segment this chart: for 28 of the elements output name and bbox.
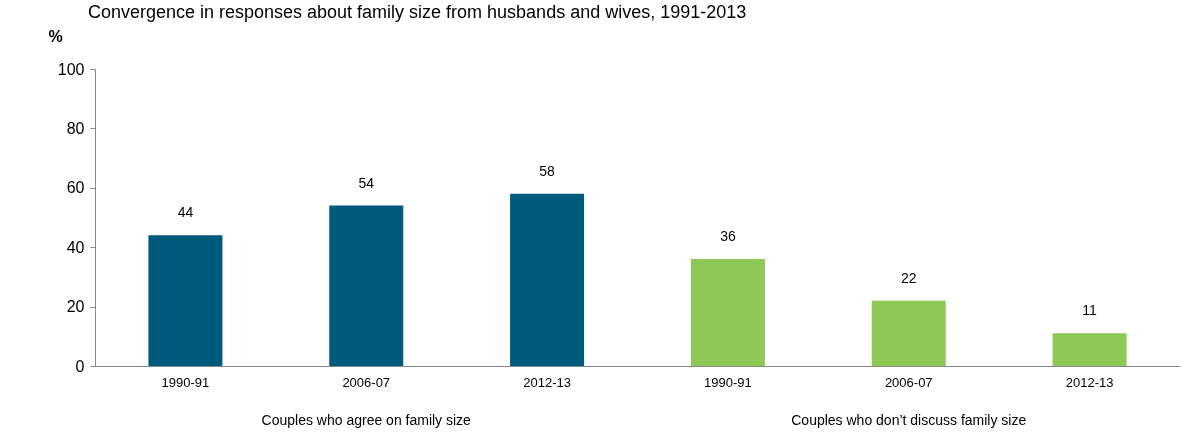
data-label: 11: [1082, 302, 1098, 319]
y-tick-label: 40: [66, 238, 85, 256]
y-tick-label: 80: [66, 119, 85, 137]
x-tick-label: 2006-07: [342, 374, 391, 390]
data-label: 36: [720, 228, 736, 245]
y-tick-label: 100: [57, 60, 85, 78]
bar: [871, 300, 946, 366]
x-tick-label: 2012-13: [1065, 374, 1114, 390]
bar: [329, 205, 404, 366]
x-tick-label: 2006-07: [884, 374, 933, 390]
data-label: 54: [358, 174, 375, 191]
x-tick-label: 1990-91: [704, 374, 752, 390]
bar: [1052, 333, 1127, 366]
y-tick-label: 20: [66, 298, 85, 316]
x-tick-label: 1990-91: [161, 374, 210, 390]
data-label: 44: [177, 204, 194, 221]
y-axis-title: %: [48, 27, 63, 45]
text: Couples who don’t discuss family size: [791, 412, 1027, 428]
bar: [690, 259, 765, 366]
chart-title: Convergence in responses about family size from husbands and wives, 1991-2013: [87, 2, 747, 22]
text: Couples who agree on family size: [261, 412, 472, 428]
y-tick-label: 0: [75, 357, 85, 375]
data-label: 58: [539, 162, 556, 179]
data-label: 22: [900, 269, 917, 286]
x-tick-label: 2012-13: [523, 374, 571, 390]
bar: [148, 235, 223, 366]
bar: [510, 193, 585, 366]
y-tick-label: 60: [66, 179, 85, 197]
